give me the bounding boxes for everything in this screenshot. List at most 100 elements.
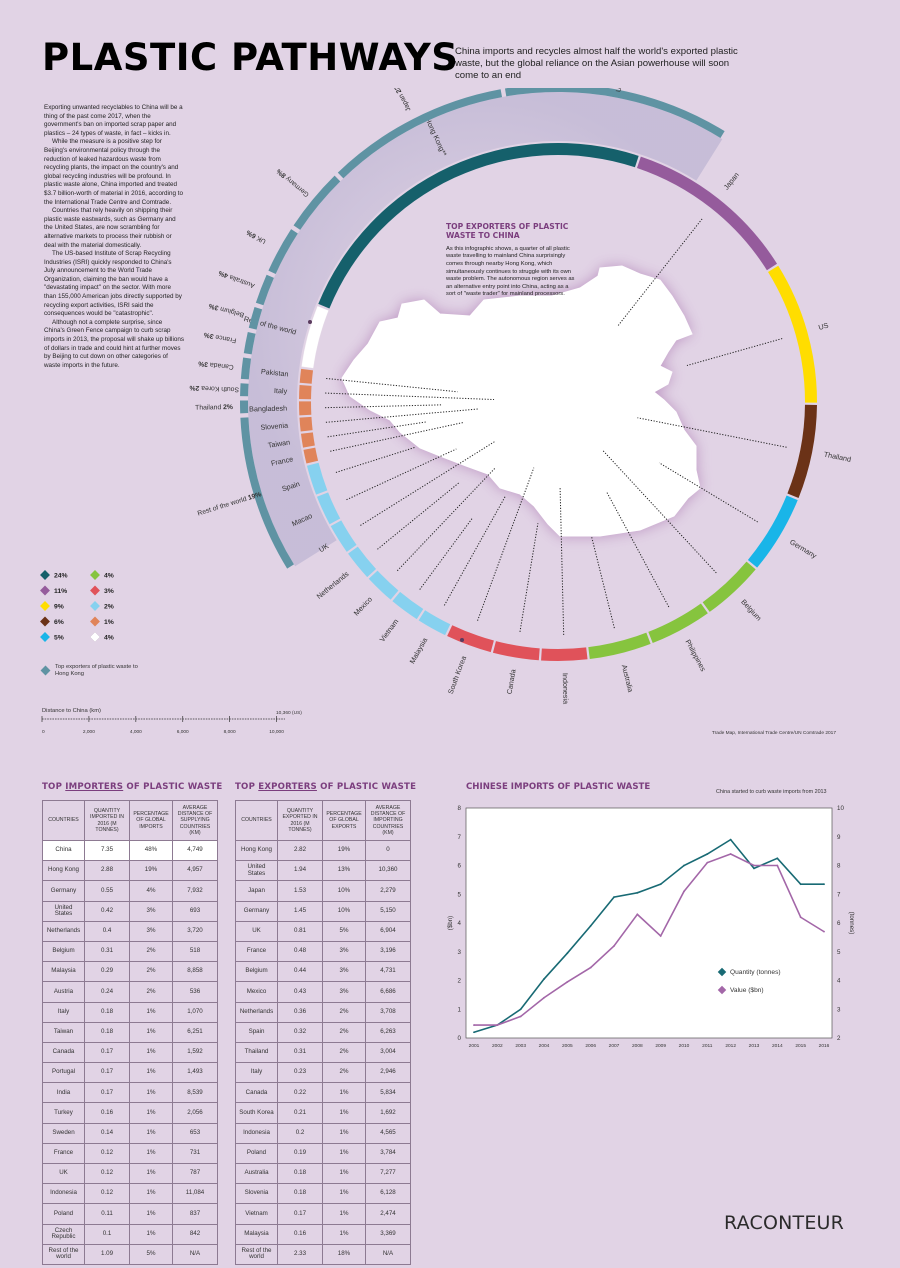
hk-label-share: 4%: [218, 269, 230, 279]
exporters-cell: 1.53: [277, 880, 323, 902]
exporters-cell: 10,360: [365, 860, 411, 882]
exporters-header-cell: QUANTITY EXPORTED IN 2016 (M TONNES): [277, 800, 323, 841]
importers-row: China 7.35 48% 4,749: [42, 839, 218, 862]
hk-segment-japan: [337, 89, 503, 179]
intro-paragraph: Although not a complete surprise, since …: [44, 318, 185, 369]
importers-row: India 0.17 1% 8,539: [42, 1082, 218, 1104]
importers-cell: Indonesia: [42, 1183, 85, 1205]
ring-segment-us: [768, 265, 817, 403]
hk-segment-south-korea: [240, 383, 249, 397]
legend-swatch: [90, 585, 100, 596]
importers-row: Germany 0.55 4% 7,932: [42, 880, 218, 902]
exporters-cell: Slovenia: [235, 1183, 278, 1205]
importers-cell: 1%: [129, 1001, 173, 1023]
importers-row: Taiwan 0.18 1% 6,251: [42, 1021, 218, 1043]
exporters-cell: 1%: [322, 1203, 366, 1225]
exporters-cell: 1.45: [277, 900, 323, 922]
hk-label-name: Germany: [283, 174, 310, 198]
exporters-cell: 1%: [322, 1162, 366, 1185]
exporters-cell: 2%: [322, 1062, 366, 1084]
distance-spoke-indonesia: [559, 487, 565, 635]
exporters-row: Italy 0.23 2% 2,946: [235, 1062, 411, 1084]
exporters-row: France 0.48 3% 3,196: [235, 940, 411, 963]
ring-segment-mexico: [368, 570, 399, 600]
importers-cell: 8,539: [172, 1082, 218, 1104]
exporters-row: Belgium 0.44 3% 4,731: [235, 961, 411, 983]
distance-spoke-pakistan: [326, 377, 458, 393]
chart-y2tick-label: 7: [837, 891, 841, 898]
chart-point-value-bn: [776, 864, 779, 867]
importers-cell: 1%: [129, 1062, 173, 1084]
importers-cell: Belgium: [42, 940, 85, 963]
distance-scale-label: Distance to China (km): [42, 708, 101, 714]
legend-label: 4%: [104, 634, 114, 641]
importers-cell: Canada: [42, 1041, 85, 1064]
chart-point-value-bn: [496, 1024, 499, 1026]
chart-ytick-label: 0: [458, 1035, 462, 1042]
source-note: Trade Map, International Trade Centre/UN…: [712, 730, 836, 736]
chart-point-quantity-tonnes: [659, 883, 662, 886]
importers-cell: 1.09: [84, 1243, 130, 1265]
importers-header-cell: AVERAGE DISTANCE OF SUPPLYING COUNTRIES …: [172, 800, 218, 841]
importers-cell: Rest of the world: [42, 1243, 85, 1265]
hk-segment-germany: [293, 175, 341, 230]
hk-segment-united-states: [504, 88, 725, 138]
page-subtitle: China imports and recycles almost half t…: [455, 46, 738, 81]
chart-xtick-label: 2014: [772, 1043, 783, 1049]
importers-header-cell: COUNTRIES: [42, 800, 85, 841]
chart-legend-label: Value ($bn): [730, 987, 764, 994]
ring-segment-belgium: [702, 561, 756, 612]
exporters-cell: 3,196: [365, 940, 411, 963]
distance-spoke-france: [330, 421, 465, 452]
exporters-row: Hong Kong 2.82 19% 0: [235, 839, 411, 862]
china-map-shape: [341, 265, 701, 537]
chart-legend-label: Quantity (tonnes): [730, 969, 781, 976]
ring-segment-italy: [299, 385, 312, 400]
distance-tick-label: 2,000: [83, 729, 95, 735]
ring-label-indonesia: Indonesia: [561, 673, 571, 704]
chart-point-value-bn: [566, 981, 569, 983]
hk-label-france: France 3%: [203, 331, 237, 344]
exporters-spacer: [235, 1263, 411, 1268]
distance-spoke-vietnam: [419, 517, 473, 590]
exporters-cell: 0.19: [277, 1142, 323, 1165]
importers-cell: China: [42, 839, 85, 862]
exporters-cell: 3,708: [365, 1001, 411, 1023]
chart-point-quantity-tonnes: [799, 883, 802, 886]
importers-cell: Malaysia: [42, 961, 85, 983]
exporters-cell: 10%: [322, 900, 366, 922]
exporters-cell: 0.18: [277, 1183, 323, 1205]
importers-cell: 19%: [129, 860, 173, 882]
ring-segment-france: [303, 447, 319, 464]
distance-tick-label: 4,000: [130, 729, 142, 735]
exporters-cell: 0.21: [277, 1102, 323, 1124]
hk-segment-belgium: [248, 307, 263, 330]
chart-point-quantity-tonnes: [566, 952, 569, 955]
ring-label-us: US: [817, 321, 829, 332]
ring-label-japan: Japan: [722, 170, 741, 191]
color-legend: 24% 4% 11% 3% 9% 2% 6% 1% 5% 4%: [40, 570, 114, 643]
chart-xtick-label: 2016: [819, 1043, 830, 1049]
exporters-spacer-cell: [235, 1263, 278, 1268]
importers-cell: 1%: [129, 1082, 173, 1104]
chart-point-value-bn: [729, 853, 732, 855]
distance-spoke-macao: [346, 448, 457, 501]
exporters-cell: 0.2: [277, 1122, 323, 1144]
chart-xtick-label: 2002: [492, 1043, 503, 1049]
ring-label-taiwan: Taiwan: [267, 437, 290, 449]
hk-label-name: Thailand: [195, 404, 223, 411]
importers-cell: Poland: [42, 1203, 85, 1225]
exporters-header-cell: COUNTRIES: [235, 800, 278, 841]
china-map: [341, 265, 701, 537]
intro-text: Exporting unwanted recyclables to China …: [44, 104, 184, 370]
exporters-cell: 0.16: [277, 1223, 323, 1245]
importers-cell: 1,070: [172, 1001, 218, 1023]
hk-shadow-band: [248, 92, 723, 567]
hk-label-name: Belgium: [218, 305, 245, 319]
exporters-cell: 2%: [322, 1041, 366, 1064]
exporters-cell: Mexico: [235, 981, 278, 1003]
distance-spoke-japan: [617, 218, 703, 327]
exporters-row: Germany 1.45 10% 5,150: [235, 900, 411, 922]
china-exporters-ring: [299, 142, 817, 661]
legend-label: 24%: [54, 572, 68, 579]
